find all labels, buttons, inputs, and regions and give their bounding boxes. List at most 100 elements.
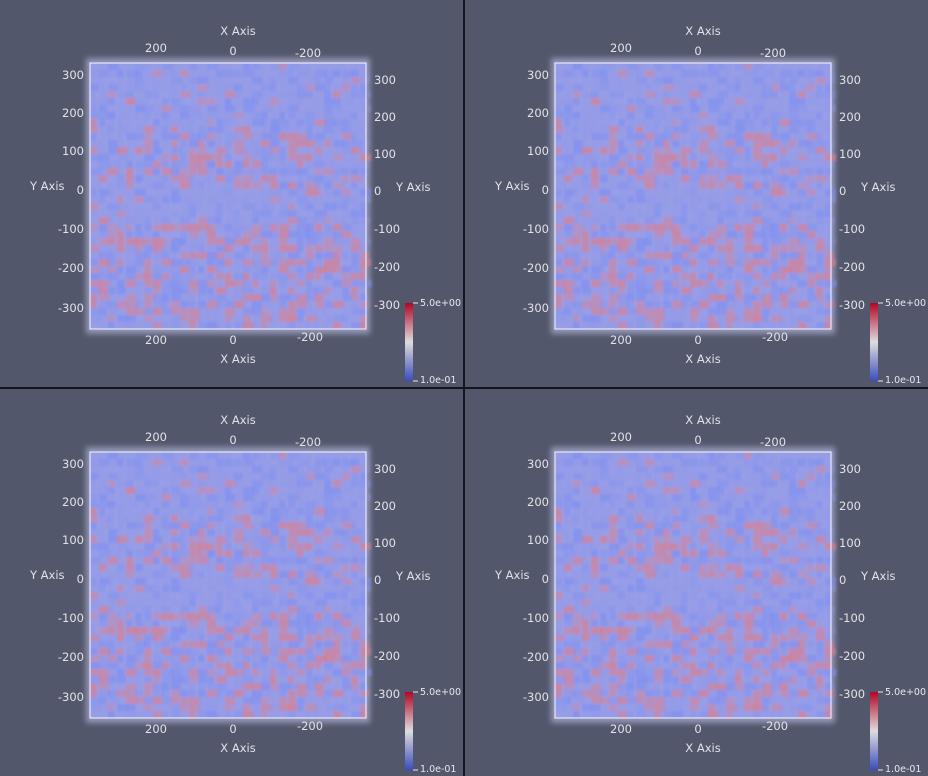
view-canvas[interactable]: X Axis 200 0 -200 200 0 -200 X Axis Y Ax…: [465, 389, 928, 776]
volume-rendering: [551, 447, 837, 723]
x-tick-top-neg200: -200: [760, 46, 786, 60]
x-axis-title-top: X Axis: [685, 413, 720, 427]
render-view-top-right[interactable]: X Axis 200 0 -200 200 0 -200 X Axis Y Ax…: [465, 0, 928, 387]
volume-outline: [89, 451, 367, 719]
y-tick-right-200: 200: [839, 499, 861, 513]
y-tick-left-neg200: -200: [58, 261, 84, 275]
x-tick-bottom-200: 200: [145, 722, 167, 736]
y-tick-left-neg200: -200: [523, 261, 549, 275]
view-canvas[interactable]: X Axis 200 0 -200 200 0 -200 X Axis Y Ax…: [0, 389, 463, 776]
colorbar-max-label: 5.0e+00: [885, 687, 926, 698]
volume-texture: [555, 63, 837, 329]
y-axis-title-right: Y Axis: [395, 569, 431, 583]
y-tick-left-0: 0: [77, 183, 84, 197]
y-tick-right-neg300: -300: [374, 687, 400, 701]
x-tick-top-neg200: -200: [760, 435, 786, 449]
volume-texture: [555, 452, 837, 718]
y-tick-right-300: 300: [839, 462, 861, 476]
y-tick-right-100: 100: [374, 147, 396, 161]
colorbar: [405, 303, 413, 381]
colorbar-max-label: 5.0e+00: [420, 298, 461, 309]
render-view-bottom-right[interactable]: X Axis 200 0 -200 200 0 -200 X Axis Y Ax…: [465, 389, 928, 776]
volume-texture: [90, 452, 372, 718]
x-tick-top-0: 0: [694, 44, 701, 58]
y-tick-right-300: 300: [374, 73, 396, 87]
x-tick-bottom-200: 200: [610, 333, 632, 347]
colorbar-min-label: 1.0e-01: [885, 764, 921, 775]
y-tick-left-300: 300: [62, 68, 84, 82]
view-splitter-horizontal[interactable]: [0, 387, 928, 389]
axes-grid: X Axis 200 0 -200 200 0 -200 X Axis Y Ax…: [29, 24, 431, 366]
y-tick-right-neg300: -300: [839, 298, 865, 312]
x-tick-bottom-0: 0: [229, 722, 236, 736]
color-legend: 5.0e+00 1.0e-01: [870, 687, 926, 775]
y-tick-right-0: 0: [374, 573, 381, 587]
x-axis-title-top: X Axis: [220, 413, 255, 427]
x-tick-top-neg200: -200: [295, 46, 321, 60]
color-legend: 5.0e+00 1.0e-01: [405, 298, 461, 386]
colorbar: [870, 303, 878, 381]
x-tick-top-200: 200: [145, 41, 167, 55]
y-tick-right-neg100: -100: [839, 222, 865, 236]
x-tick-top-neg200: -200: [295, 435, 321, 449]
y-tick-right-neg200: -200: [374, 649, 400, 663]
y-axis-title-left: Y Axis: [29, 179, 65, 193]
y-tick-left-neg100: -100: [523, 611, 549, 625]
y-tick-right-neg100: -100: [374, 611, 400, 625]
y-tick-left-neg300: -300: [523, 301, 549, 315]
y-tick-left-100: 100: [527, 144, 549, 158]
y-tick-left-neg200: -200: [58, 650, 84, 664]
y-tick-right-neg300: -300: [839, 687, 865, 701]
volume-outline: [89, 62, 367, 330]
y-tick-right-200: 200: [374, 499, 396, 513]
volume-rendering: [551, 58, 837, 334]
y-tick-right-100: 100: [374, 536, 396, 550]
view-canvas[interactable]: X Axis 200 0 -200 200 0 -200 X Axis Y Ax…: [0, 0, 463, 387]
y-tick-right-0: 0: [374, 184, 381, 198]
y-tick-left-200: 200: [527, 495, 549, 509]
volume-outline: [554, 62, 832, 330]
colorbar-min-label: 1.0e-01: [420, 375, 456, 386]
y-tick-left-neg300: -300: [58, 690, 84, 704]
render-view-top-left[interactable]: X Axis 200 0 -200 200 0 -200 X Axis Y Ax…: [0, 0, 463, 387]
axes-grid: X Axis 200 0 -200 200 0 -200 X Axis Y Ax…: [494, 413, 896, 755]
color-legend: 5.0e+00 1.0e-01: [870, 298, 926, 386]
colorbar-max-label: 5.0e+00: [885, 298, 926, 309]
y-tick-left-200: 200: [62, 495, 84, 509]
x-axis-title-bottom: X Axis: [220, 352, 255, 366]
x-tick-top-200: 200: [610, 430, 632, 444]
y-tick-right-neg200: -200: [839, 649, 865, 663]
y-tick-right-300: 300: [839, 73, 861, 87]
y-tick-right-neg100: -100: [839, 611, 865, 625]
render-view-bottom-left[interactable]: X Axis 200 0 -200 200 0 -200 X Axis Y Ax…: [0, 389, 463, 776]
y-tick-left-100: 100: [527, 533, 549, 547]
y-axis-title-left: Y Axis: [494, 568, 530, 582]
colorbar: [870, 692, 878, 770]
x-tick-bottom-neg200: -200: [297, 719, 323, 733]
y-axis-title-left: Y Axis: [29, 568, 65, 582]
x-axis-title-bottom: X Axis: [220, 741, 255, 755]
y-tick-left-neg300: -300: [58, 301, 84, 315]
y-tick-left-neg100: -100: [523, 222, 549, 236]
y-tick-left-200: 200: [527, 106, 549, 120]
y-tick-right-0: 0: [839, 184, 846, 198]
y-tick-left-100: 100: [62, 533, 84, 547]
view-canvas[interactable]: X Axis 200 0 -200 200 0 -200 X Axis Y Ax…: [465, 0, 928, 387]
y-tick-right-neg200: -200: [374, 260, 400, 274]
x-tick-bottom-0: 0: [694, 333, 701, 347]
y-tick-left-neg100: -100: [58, 222, 84, 236]
y-axis-title-right: Y Axis: [860, 569, 896, 583]
x-tick-top-200: 200: [145, 430, 167, 444]
y-tick-left-0: 0: [542, 183, 549, 197]
x-axis-title-bottom: X Axis: [685, 352, 720, 366]
x-axis-title-top: X Axis: [220, 24, 255, 38]
y-tick-right-neg300: -300: [374, 298, 400, 312]
y-tick-left-neg200: -200: [523, 650, 549, 664]
x-tick-bottom-neg200: -200: [762, 330, 788, 344]
y-tick-right-300: 300: [374, 462, 396, 476]
x-axis-title-top: X Axis: [685, 24, 720, 38]
y-tick-left-neg100: -100: [58, 611, 84, 625]
y-tick-right-100: 100: [839, 147, 861, 161]
color-legend: 5.0e+00 1.0e-01: [405, 687, 461, 775]
y-axis-title-right: Y Axis: [395, 180, 431, 194]
